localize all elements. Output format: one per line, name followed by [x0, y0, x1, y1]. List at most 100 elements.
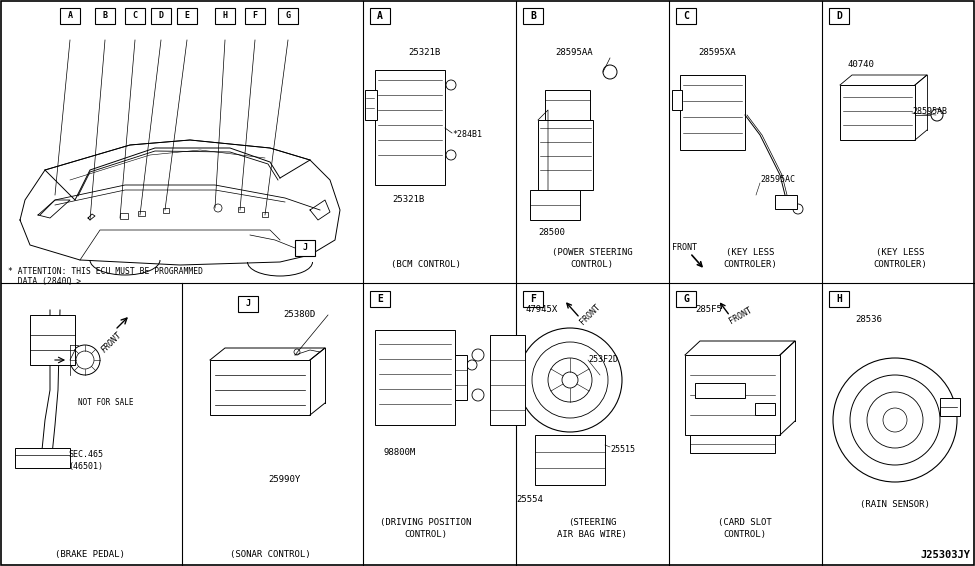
Bar: [545, 90, 590, 120]
Text: A: A: [377, 11, 383, 21]
Text: 28536: 28536: [855, 315, 881, 324]
Text: J: J: [246, 299, 251, 308]
Bar: [523, 8, 543, 24]
Text: 40740: 40740: [848, 60, 875, 69]
Text: *284B1: *284B1: [452, 130, 482, 139]
Text: 28595AB: 28595AB: [912, 107, 947, 116]
Text: G: G: [683, 294, 689, 304]
Bar: [370, 8, 390, 24]
Text: E: E: [184, 11, 189, 20]
Bar: [60, 8, 80, 24]
Text: (BCM CONTROL): (BCM CONTROL): [391, 260, 461, 269]
Text: (SONAR CONTROL): (SONAR CONTROL): [230, 550, 310, 559]
Text: G: G: [286, 11, 291, 20]
Bar: [829, 8, 849, 24]
Text: C: C: [133, 11, 137, 20]
Text: 28595XA: 28595XA: [698, 48, 735, 57]
Text: 25380D: 25380D: [283, 310, 315, 319]
Text: B: B: [530, 11, 536, 21]
Text: 25321B: 25321B: [392, 195, 424, 204]
Text: 28595AC: 28595AC: [760, 175, 795, 184]
Bar: [840, 85, 915, 140]
Bar: [676, 8, 696, 24]
Text: H: H: [837, 294, 842, 304]
Text: DATA (2840Q >: DATA (2840Q >: [8, 277, 81, 286]
Bar: [295, 240, 315, 256]
Bar: [238, 207, 244, 212]
Bar: [262, 212, 268, 217]
Bar: [370, 291, 390, 307]
Bar: [455, 355, 467, 400]
Bar: [775, 195, 797, 209]
Bar: [365, 90, 377, 120]
Bar: [238, 296, 258, 312]
Bar: [138, 211, 145, 216]
Bar: [30, 315, 75, 365]
Text: 25515: 25515: [610, 445, 635, 454]
Text: 47945X: 47945X: [525, 305, 558, 314]
Text: B: B: [102, 11, 107, 20]
Text: F: F: [530, 294, 536, 304]
Bar: [940, 398, 960, 416]
Bar: [375, 70, 445, 185]
Text: (KEY LESS
CONTROLER): (KEY LESS CONTROLER): [723, 248, 777, 269]
Text: FRONT: FRONT: [672, 243, 697, 252]
Text: (CARD SLOT
CONTROL): (CARD SLOT CONTROL): [719, 518, 772, 539]
Text: F: F: [253, 11, 257, 20]
Bar: [151, 8, 171, 24]
Text: 25990Y: 25990Y: [268, 475, 300, 484]
Text: 25554: 25554: [517, 495, 543, 504]
Text: D: D: [837, 11, 842, 21]
Bar: [120, 213, 128, 219]
Text: A: A: [67, 11, 72, 20]
Bar: [755, 403, 775, 415]
Text: (KEY LESS
CONTROLER): (KEY LESS CONTROLER): [874, 248, 927, 269]
Text: (DRIVING POSITION
CONTROL): (DRIVING POSITION CONTROL): [380, 518, 472, 539]
Bar: [125, 8, 145, 24]
Text: SEC.465: SEC.465: [68, 450, 103, 459]
Text: E: E: [377, 294, 383, 304]
Text: FRONT: FRONT: [578, 302, 602, 326]
Text: D: D: [159, 11, 164, 20]
Bar: [535, 435, 605, 485]
Text: (BRAKE PEDAL): (BRAKE PEDAL): [55, 550, 125, 559]
Text: (STEERING
AIR BAG WIRE): (STEERING AIR BAG WIRE): [557, 518, 627, 539]
Bar: [690, 435, 775, 453]
Text: J25303JY: J25303JY: [920, 550, 970, 560]
Text: (46501): (46501): [68, 462, 103, 471]
Bar: [680, 75, 745, 150]
Bar: [375, 330, 455, 425]
Text: C: C: [683, 11, 689, 21]
Bar: [245, 8, 265, 24]
Bar: [829, 291, 849, 307]
Bar: [685, 355, 780, 435]
Text: 28595AA: 28595AA: [555, 48, 593, 57]
Text: J: J: [302, 243, 307, 252]
Text: * ATTENTION: THIS ECU MUST BE PROGRAMMED: * ATTENTION: THIS ECU MUST BE PROGRAMMED: [8, 267, 203, 276]
Text: 98800M: 98800M: [383, 448, 415, 457]
Text: 28500: 28500: [538, 228, 565, 237]
Text: FRONT: FRONT: [728, 305, 754, 325]
Bar: [676, 291, 696, 307]
Text: 25321B: 25321B: [408, 48, 441, 57]
Text: 285F5: 285F5: [695, 305, 722, 314]
Bar: [215, 8, 235, 24]
Text: (RAIN SENSOR): (RAIN SENSOR): [860, 500, 930, 509]
Bar: [490, 335, 525, 425]
Bar: [530, 190, 580, 220]
Text: NOT FOR SALE: NOT FOR SALE: [78, 398, 134, 407]
Text: H: H: [222, 11, 227, 20]
Text: 253F2D: 253F2D: [588, 355, 618, 364]
Text: (POWER STEERING
CONTROL): (POWER STEERING CONTROL): [552, 248, 633, 269]
Bar: [15, 448, 70, 468]
Bar: [672, 90, 682, 110]
Bar: [278, 8, 298, 24]
Bar: [523, 291, 543, 307]
Bar: [177, 8, 197, 24]
Bar: [538, 120, 593, 190]
Bar: [210, 360, 310, 415]
Text: FRONT: FRONT: [100, 330, 124, 354]
Bar: [95, 8, 115, 24]
Bar: [163, 208, 169, 213]
Bar: [695, 383, 745, 398]
